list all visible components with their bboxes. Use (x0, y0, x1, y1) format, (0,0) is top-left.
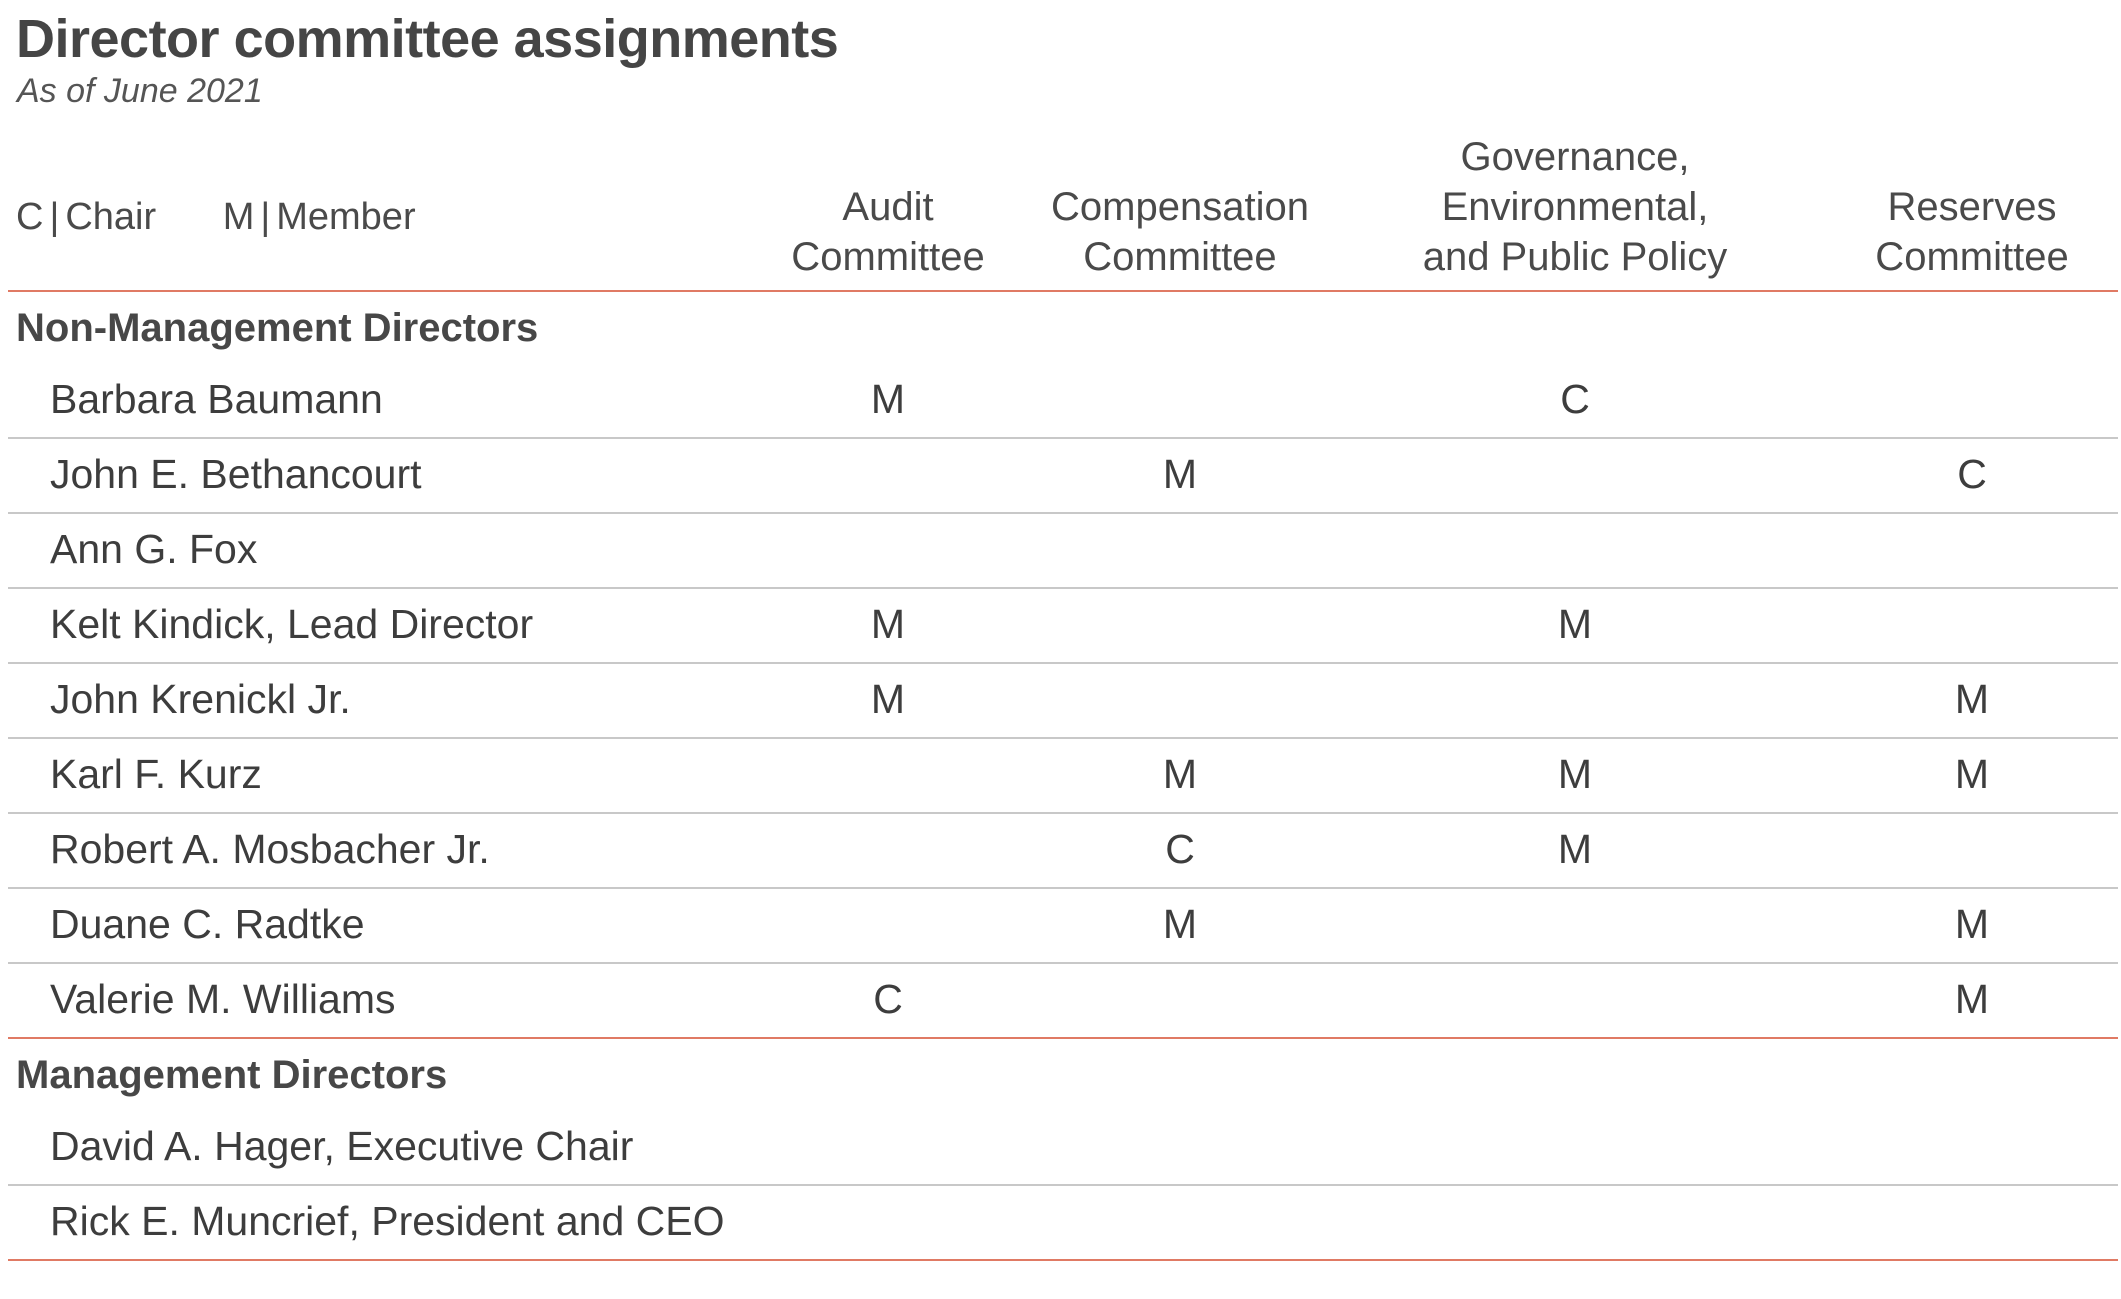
table-row: Barbara Baumann M C (0, 362, 2121, 436)
assignment-cell: M (870, 676, 906, 722)
director-name: David A. Hager, Executive Chair (50, 1123, 634, 1169)
row-divider (8, 812, 2118, 814)
page-subtitle: As of June 2021 (17, 72, 263, 110)
table-row: John Krenickl Jr. M M (0, 662, 2121, 736)
row-divider (8, 437, 2118, 439)
assignment-cell: M (1954, 751, 1990, 797)
assignment-cell: M (1954, 676, 1990, 722)
legend-separator: | (260, 196, 271, 238)
row-divider (8, 587, 2118, 589)
director-name: Duane C. Radtke (50, 901, 365, 947)
page-title: Director committee assignments (16, 9, 839, 69)
column-header-line: and Public Policy (1422, 235, 1728, 279)
director-name: Rick E. Muncrief, President and CEO (50, 1198, 725, 1244)
section-title: Non-Management Directors (16, 306, 539, 350)
row-divider (8, 887, 2118, 889)
table-row: Ann G. Fox (0, 512, 2121, 586)
legend-chair: C | Chair (16, 196, 156, 239)
column-header-governance: Governance, Environmental, and Public Poli… (1423, 132, 1728, 282)
director-name: Karl F. Kurz (50, 751, 262, 797)
assignment-cell: C (1560, 376, 1590, 422)
column-header-line: Audit (842, 185, 934, 229)
legend: C | Chair M | Member (16, 196, 472, 239)
column-header-line: Governance, (1460, 135, 1690, 179)
table-row: Valerie M. Williams C M (0, 962, 2121, 1036)
column-header-line: Compensation (1051, 185, 1309, 229)
legend-chair-code: C (16, 196, 44, 238)
assignment-cell: M (1557, 826, 1593, 872)
assignment-cell: M (870, 376, 906, 422)
row-divider (8, 662, 2118, 664)
legend-member-label: Member (276, 196, 416, 238)
row-divider (8, 1184, 2118, 1186)
legend-separator: | (49, 196, 60, 238)
column-header-line: Committee (791, 235, 985, 279)
row-divider (8, 962, 2118, 964)
assignment-cell: M (1954, 901, 1990, 947)
assignment-cell: C (1957, 451, 1987, 497)
row-divider (8, 737, 2118, 739)
legend-member-code: M (222, 196, 255, 238)
column-header-line: Committee (1875, 235, 2069, 279)
column-header-line: Reserves (1887, 185, 2057, 229)
legend-member: M | Member (223, 196, 416, 239)
assignment-cell: M (1162, 751, 1198, 797)
assignment-cell: M (1557, 601, 1593, 647)
director-name: John E. Bethancourt (50, 451, 422, 497)
column-header-audit: Audit Committee (791, 182, 984, 282)
director-name: Barbara Baumann (50, 376, 383, 422)
assignment-cell: M (870, 601, 906, 647)
column-header-reserves: Reserves Committee (1875, 182, 2068, 282)
section-divider (8, 1259, 2118, 1261)
column-header-compensation: Compensation Committee (1051, 182, 1309, 282)
table-row: David A. Hager, Executive Chair (0, 1109, 2121, 1183)
column-header-line: Committee (1083, 235, 1277, 279)
director-name: Kelt Kindick, Lead Director (50, 601, 534, 647)
table-row: Robert A. Mosbacher Jr. C M (0, 812, 2121, 886)
section-divider (8, 1037, 2118, 1039)
assignment-cell: M (1557, 751, 1593, 797)
assignment-cell: M (1162, 901, 1198, 947)
table-row: Rick E. Muncrief, President and CEO (0, 1184, 2121, 1258)
section-title: Management Directors (16, 1053, 448, 1097)
table-row: John E. Bethancourt M C (0, 437, 2121, 511)
assignment-cell: M (1954, 976, 1990, 1022)
legend-chair-label: Chair (65, 196, 157, 238)
row-divider (8, 512, 2118, 514)
section-divider (8, 290, 2118, 292)
director-name: Ann G. Fox (50, 526, 258, 572)
assignment-cell: M (1162, 451, 1198, 497)
director-name: Robert A. Mosbacher Jr. (50, 826, 490, 872)
assignment-cell: C (873, 976, 903, 1022)
table-row: Karl F. Kurz M M M (0, 737, 2121, 811)
assignment-cell: C (1165, 826, 1195, 872)
column-header-line: Environmental, (1441, 185, 1709, 229)
table-row: Duane C. Radtke M M (0, 887, 2121, 961)
director-name: John Krenickl Jr. (50, 676, 351, 722)
director-name: Valerie M. Williams (50, 976, 396, 1022)
table-row: Kelt Kindick, Lead Director M M (0, 587, 2121, 661)
